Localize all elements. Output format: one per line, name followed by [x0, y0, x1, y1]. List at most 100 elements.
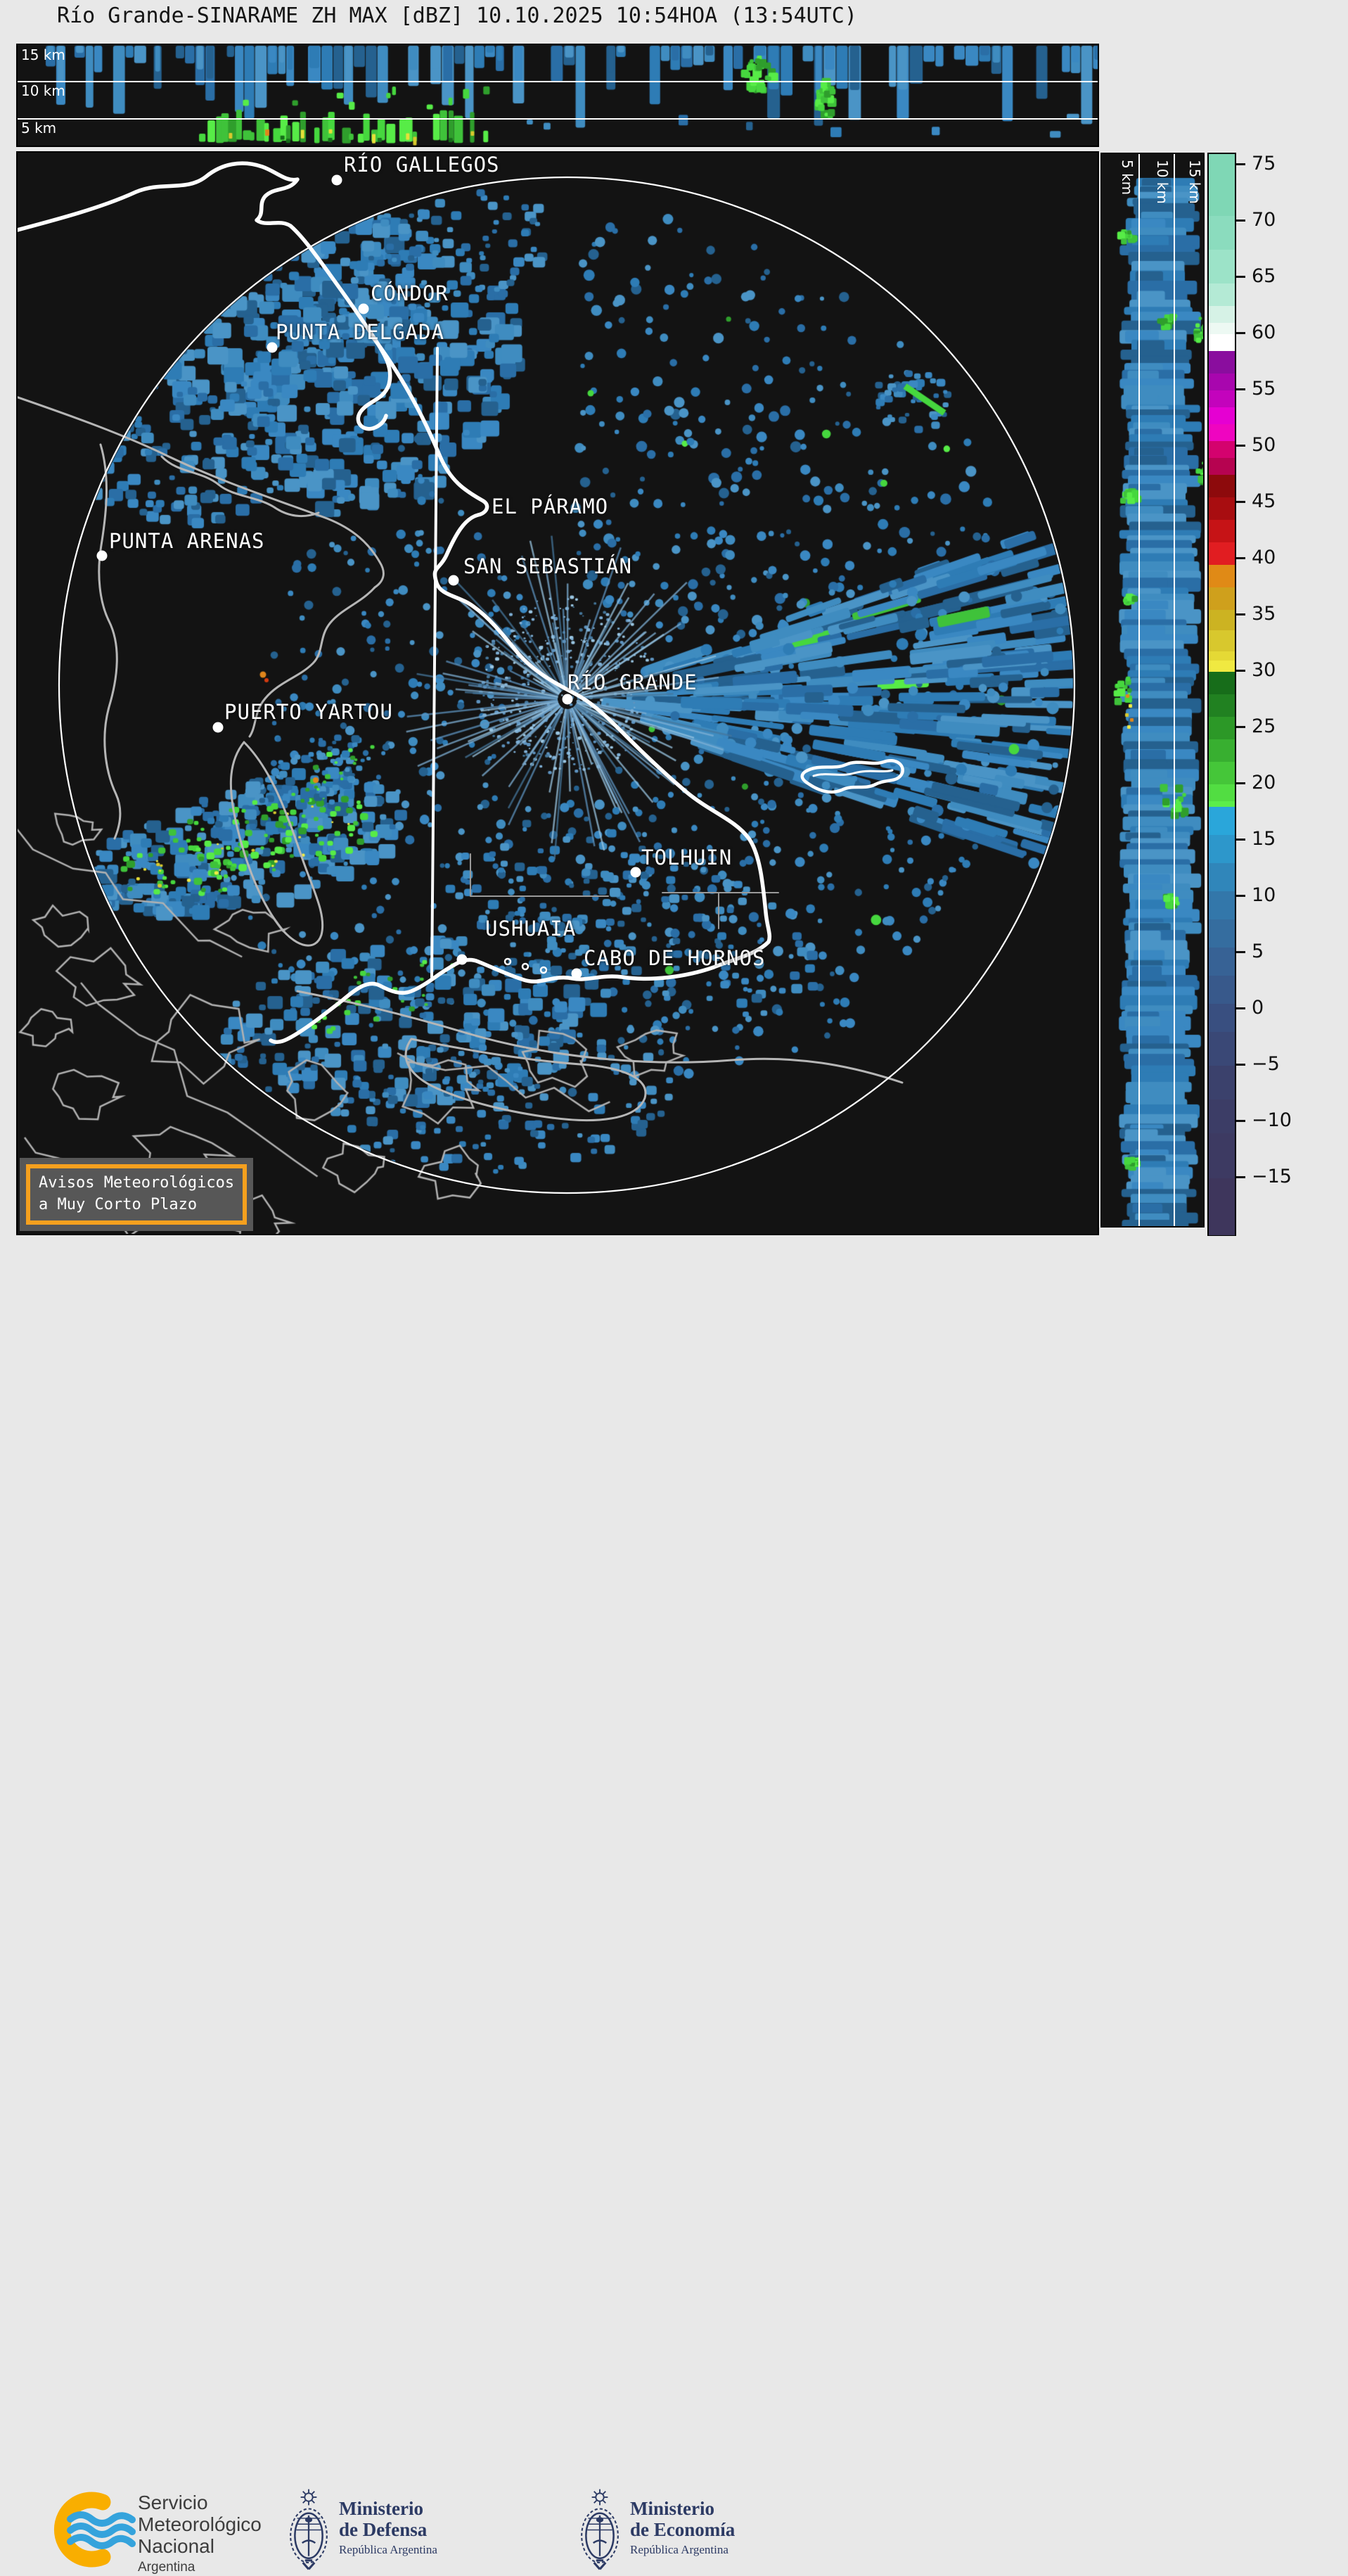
colorbar-segment: [1209, 694, 1235, 718]
place-label: CABO DE HORNOS: [584, 946, 766, 970]
dbz-colorbar-ticks: 75 70 65 60 55 50 45 40 35 30 25 20 15 10 5 0 −5 −10 −15: [1236, 153, 1348, 1233]
colorbar-segment: [1209, 154, 1235, 217]
colorbar-segment: [1209, 441, 1235, 459]
colorbar-segment: [1209, 919, 1235, 948]
defensa-line-2: de Defensa: [339, 2519, 428, 2540]
colorbar-segment: [1209, 1066, 1235, 1100]
colorbar-segment: [1209, 424, 1235, 442]
colorbar-tick: [1236, 613, 1245, 616]
colorbar-tick-label: 65: [1252, 264, 1276, 287]
coastline-path: [98, 443, 122, 840]
colorbar-segment: [1209, 1032, 1235, 1066]
colorbar-tick-label: 10: [1252, 884, 1276, 906]
place-label: RÍO GRANDE: [567, 670, 698, 694]
colorbar-tick-label: −5: [1252, 1052, 1280, 1075]
colorbar-segment: [1209, 672, 1235, 695]
colorbar-tick-label: 70: [1252, 208, 1276, 231]
defensa-line-1: Ministerio: [339, 2498, 423, 2519]
top-cross-section-echoes: [18, 45, 1098, 146]
colorbar-segment: [1209, 542, 1235, 566]
colorbar-tick-label: 50: [1252, 433, 1276, 456]
place-label: EL PÁRAMO: [492, 495, 609, 518]
colorbar-tick: [1236, 332, 1245, 334]
colorbar-tick-label: 35: [1252, 602, 1276, 625]
dbz-colorbar: [1207, 153, 1236, 1236]
colorbar-segment: [1209, 891, 1235, 920]
radar-map-panel: RÍO GALLEGOS CÓNDOR PUNTA DELGADA EL PÁRAMO…: [16, 151, 1099, 1235]
defensa-coat-of-arms-icon: [289, 2488, 328, 2570]
colorbar-segment: [1209, 610, 1235, 631]
height-axis-label: 5 km: [21, 120, 57, 136]
colorbar-segment: [1209, 475, 1235, 498]
height-gridline: [18, 118, 1098, 120]
islet-icon: [521, 962, 529, 971]
place-label: PUNTA DELGADA: [276, 320, 444, 344]
coastline-path: [18, 396, 385, 589]
economia-wordmark: Ministerio de Economía República Argenti…: [630, 2498, 735, 2558]
city-dot: [571, 968, 582, 979]
smn-country: Argentina: [138, 2560, 195, 2575]
colorbar-segment: [1209, 630, 1235, 652]
warning-line-1: Avisos Meteorológicos: [39, 1174, 235, 1192]
top-cross-section-panel: 15 km 10 km 5 km: [16, 44, 1099, 147]
colorbar-tick: [1236, 219, 1245, 222]
colorbar-tick-label: −15: [1252, 1165, 1292, 1187]
smn-wordmark: Servicio Meteorológico Nacional Argentin…: [138, 2492, 262, 2576]
place-label: RÍO GALLEGOS: [344, 153, 500, 177]
colorbar-tick-label: 0: [1252, 996, 1264, 1019]
city-dot: [448, 575, 459, 586]
colorbar-segment: [1209, 390, 1235, 408]
colorbar-tick: [1236, 501, 1245, 503]
colorbar-segment: [1209, 565, 1235, 588]
colorbar-segment: [1209, 351, 1235, 374]
colorbar-tick-label: 55: [1252, 377, 1276, 400]
colorbar-tick: [1236, 388, 1245, 390]
colorbar-tick: [1236, 1007, 1245, 1009]
colorbar-segment: [1209, 407, 1235, 425]
colorbar-segment: [1209, 458, 1235, 476]
coastline-path: [248, 586, 376, 738]
weather-warnings-label[interactable]: Avisos Meteorológicos a Muy Corto Plazo: [26, 1164, 248, 1225]
colorbar-segment: [1209, 661, 1235, 672]
colorbar-tick-label: 5: [1252, 940, 1264, 962]
colorbar-tick: [1236, 726, 1245, 728]
colorbar-segment: [1209, 306, 1235, 324]
place-label: CÓNDOR: [371, 281, 449, 305]
economia-line-2: de Economía: [630, 2519, 736, 2540]
colorbar-tick: [1236, 670, 1245, 672]
place-label: USHUAIA: [485, 917, 577, 941]
city-dot: [267, 342, 278, 353]
coastline-path: [229, 741, 324, 947]
islet-icon: [539, 966, 548, 974]
colorbar-segment: [1209, 216, 1235, 250]
colorbar-tick: [1236, 163, 1245, 165]
colorbar-tick: [1236, 1176, 1245, 1178]
colorbar-tick: [1236, 895, 1245, 897]
height-gridline: [1174, 154, 1175, 1226]
colorbar-segment: [1209, 520, 1235, 543]
colorbar-segment: [1209, 948, 1235, 976]
colorbar-tick: [1236, 839, 1245, 841]
smn-line-1: Servicio: [138, 2492, 208, 2513]
colorbar-segment: [1209, 651, 1235, 661]
colorbar-segment: [1209, 1178, 1235, 1235]
coastline-path: [800, 759, 904, 794]
smn-line-3: Nacional: [138, 2535, 214, 2557]
city-dot: [456, 954, 468, 965]
weather-warnings-button[interactable]: Avisos Meteorológicos a Muy Corto Plazo: [20, 1158, 254, 1231]
colorbar-segment: [1209, 835, 1235, 864]
colorbar-tick-label: 20: [1252, 771, 1276, 793]
colorbar-segment: [1209, 976, 1235, 1005]
coastline-path: [404, 1038, 647, 1122]
product-title: Río Grande-SINARAME ZH MAX [dBZ] 10.10.2…: [57, 4, 857, 28]
place-label: PUERTO YARTOU: [224, 700, 393, 724]
height-axis-label: 15 km: [1186, 160, 1203, 204]
height-axis-label: 10 km: [1154, 160, 1171, 204]
colorbar-segment: [1209, 717, 1235, 740]
colorbar-segment: [1209, 762, 1235, 785]
colorbar-segment: [1209, 250, 1235, 284]
right-cross-section-echoes: [1102, 154, 1203, 1226]
coastline-path: [269, 335, 772, 1045]
economia-line-1: Ministerio: [630, 2498, 714, 2519]
colorbar-segment: [1209, 784, 1235, 802]
